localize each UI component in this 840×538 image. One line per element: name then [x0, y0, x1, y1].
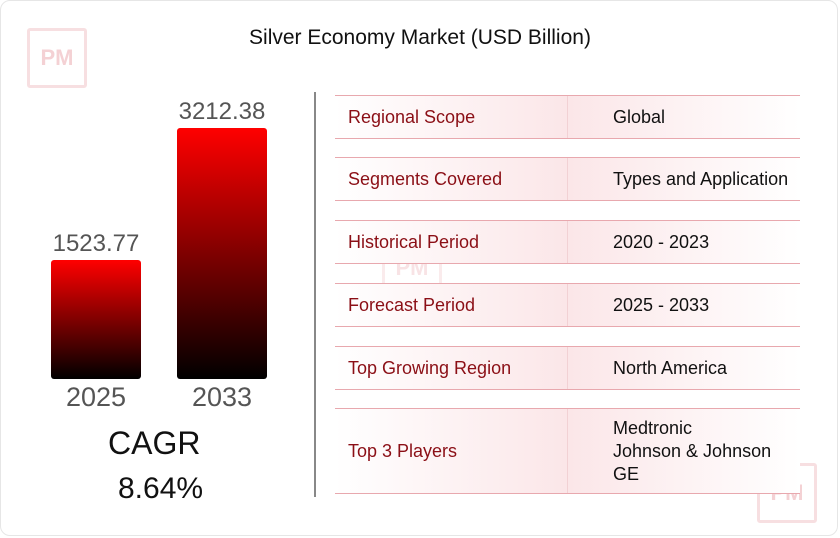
row-value-line: Types and Application	[613, 168, 789, 189]
row-label: Top Growing Region	[348, 357, 512, 378]
cell-separator	[567, 347, 568, 389]
x-tick-label: 2033	[192, 382, 252, 412]
watermark-logo-top-left: PM	[27, 28, 87, 88]
row-label: Top 3 Players	[348, 440, 458, 461]
cell-separator	[567, 158, 568, 200]
row-value-line: Johnson & Johnson	[613, 440, 772, 461]
cell-separator	[567, 221, 568, 263]
table-row: Segments Covered Types and Application	[335, 157, 800, 201]
watermark-text: PM	[40, 45, 74, 70]
bar-2025	[51, 259, 141, 379]
bar-value-label: 3212.38	[179, 98, 266, 125]
row-value: Global	[613, 96, 803, 138]
row-label: Historical Period	[348, 231, 480, 252]
row-value: Medtronic Johnson & Johnson GE	[613, 409, 803, 493]
chart-title: Silver Economy Market (USD Billion)	[249, 26, 591, 49]
row-value-line: 2025 - 2033	[613, 294, 710, 315]
bar-value-label: 1523.77	[53, 230, 140, 257]
row-label: Regional Scope	[348, 106, 476, 127]
row-value: Types and Application	[613, 158, 803, 200]
row-label: Segments Covered	[348, 168, 503, 189]
bar-2033	[177, 128, 267, 379]
bar-chart: 1523.77 2025 3212.38 2033	[51, 98, 267, 412]
table-row: Historical Period 2020 - 2023	[335, 220, 800, 264]
table-row: Forecast Period 2025 - 2033	[335, 283, 800, 327]
row-value-line: Medtronic	[613, 417, 693, 438]
bars-group: 1523.77 2025 3212.38 2033	[51, 98, 267, 412]
vertical-divider	[314, 92, 316, 497]
table-row: Regional Scope Global	[335, 95, 800, 139]
row-label: Forecast Period	[348, 294, 476, 315]
row-value: 2025 - 2033	[613, 284, 803, 326]
x-tick-label: 2025	[66, 382, 126, 412]
row-value-line: GE	[613, 463, 640, 484]
row-value: 2020 - 2023	[613, 221, 803, 263]
cell-separator	[567, 96, 568, 138]
table-row: Top 3 Players Medtronic Johnson & Johnson G…	[335, 408, 800, 494]
row-value-line: North America	[613, 357, 728, 378]
row-value: North America	[613, 347, 803, 389]
cell-separator	[567, 284, 568, 326]
row-value-line: Global	[613, 106, 666, 127]
cagr-value: 8.64%	[118, 472, 204, 505]
row-value-line: 2020 - 2023	[613, 231, 710, 252]
cell-separator	[567, 409, 568, 493]
cagr-label: CAGR	[108, 425, 201, 461]
table-row: Top Growing Region North America	[335, 346, 800, 390]
